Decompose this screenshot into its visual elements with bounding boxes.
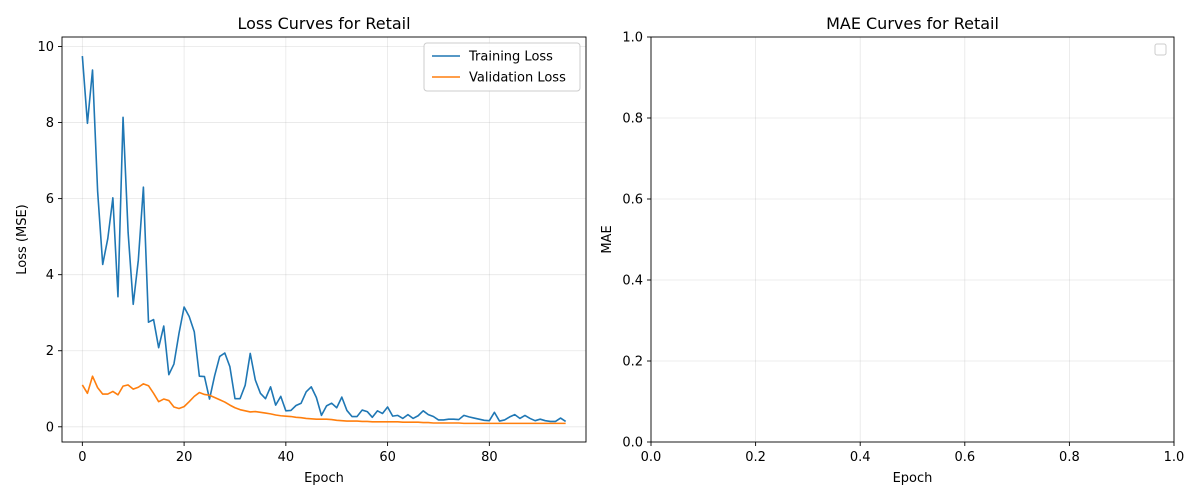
axes-frame	[61, 36, 587, 443]
x-tick-label: 40	[278, 450, 295, 465]
y-axis-label: MAE	[600, 225, 615, 253]
y-tick-label: 1.0	[622, 31, 643, 46]
x-tick-label: 0.0	[641, 450, 662, 465]
loss-chart: 0 20 40 60 80 0 2 4 6 8 10 Loss Curves for Retail Ep…	[15, 14, 587, 486]
y-tick-label: 2	[46, 344, 54, 359]
x-tick-label: 0	[78, 450, 86, 465]
y-tick-label: 0.4	[622, 274, 643, 289]
legend-box	[423, 42, 581, 92]
x-tick-label: 60	[379, 450, 396, 465]
x-tick-label: 0.6	[954, 450, 975, 465]
y-tick-label: 0.6	[622, 193, 643, 208]
series-line-training-loss	[81, 55, 567, 423]
x-tick-label: 0.2	[745, 450, 766, 465]
y-tick-label: 4	[46, 268, 54, 283]
chart-title: MAE Curves for Retail	[826, 14, 999, 33]
x-tick-label: 80	[481, 450, 498, 465]
axes-frame	[650, 36, 1175, 443]
x-axis-label: Epoch	[304, 471, 344, 486]
y-axis-label: Loss (MSE)	[15, 204, 30, 274]
legend: Training Loss Validation Loss	[423, 42, 581, 92]
x-axis-label: Epoch	[893, 471, 933, 486]
y-tick-label: 0.8	[622, 112, 643, 127]
y-tick-label: 10	[37, 40, 54, 55]
y-tick-label: 6	[46, 192, 54, 207]
y-tick-label: 0.0	[622, 436, 643, 451]
x-tick-label: 0.8	[1059, 450, 1080, 465]
mae-chart: 0.0 0.2 0.4 0.6 0.8 1.0 0.0 0.2 0.4 0.6 0.8 1.0 MAE …	[600, 14, 1184, 486]
x-tick-label: 0.4	[850, 450, 871, 465]
chart-title: Loss Curves for Retail	[237, 14, 410, 33]
series-line-validation-loss	[81, 375, 566, 425]
legend-label: Validation Loss	[469, 71, 566, 86]
y-tick-label: 0	[46, 420, 54, 435]
legend-label: Training Loss	[468, 50, 553, 65]
x-tick-label: 20	[176, 450, 193, 465]
x-tick-label: 1.0	[1164, 450, 1185, 465]
legend-box-empty	[1154, 43, 1167, 56]
y-tick-label: 0.2	[622, 355, 643, 370]
y-tick-label: 8	[46, 116, 54, 131]
